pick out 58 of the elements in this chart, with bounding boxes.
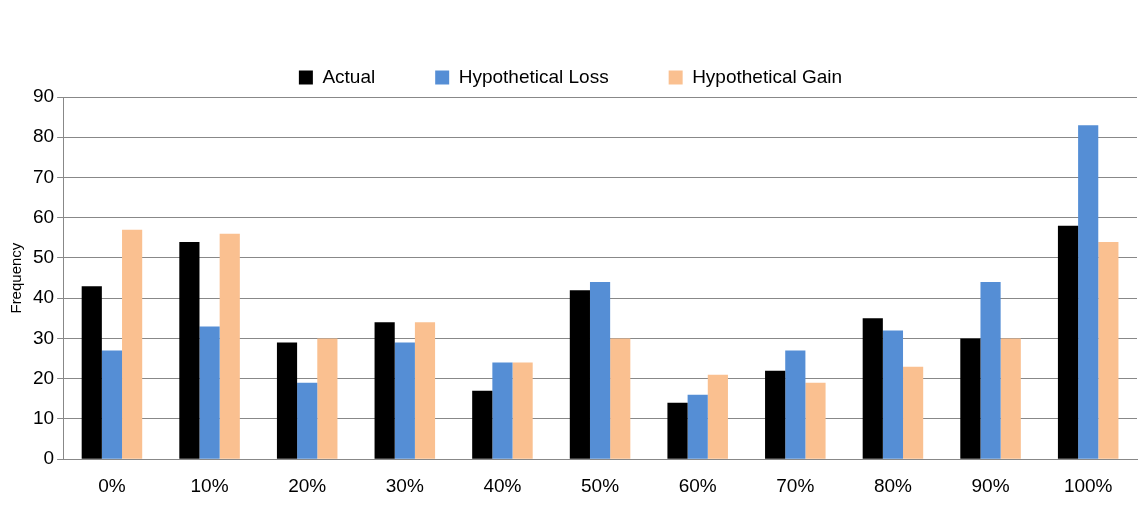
bar	[1000, 338, 1021, 459]
bar	[903, 366, 924, 459]
bar	[276, 342, 298, 459]
y-tick-label: 40	[32, 286, 55, 308]
x-tick-label: 30%	[385, 474, 424, 496]
bar	[199, 326, 220, 459]
y-axis-title: Frequency	[7, 242, 25, 314]
x-tick-label: 80%	[873, 474, 913, 496]
bar	[569, 290, 590, 459]
bar	[394, 342, 415, 459]
bar	[687, 394, 708, 459]
x-tick-label: 0%	[98, 474, 126, 496]
x-tick-label: 20%	[288, 474, 327, 496]
x-tick-label: 60%	[678, 474, 717, 496]
y-tick-label: 20	[32, 366, 55, 388]
bar	[980, 282, 1001, 459]
bar	[610, 338, 631, 459]
x-tick-label: 50%	[581, 474, 620, 496]
x-tick-label: 100%	[1063, 474, 1113, 496]
bar	[81, 286, 102, 459]
y-tick-label: 90	[32, 85, 55, 107]
bar	[472, 390, 493, 459]
bar	[374, 322, 395, 459]
bar	[414, 322, 436, 459]
bar	[1057, 225, 1079, 459]
bar	[667, 402, 688, 459]
bar	[765, 370, 786, 459]
bar	[1078, 125, 1099, 459]
bar	[882, 330, 904, 459]
legend-label: Actual	[322, 65, 376, 87]
bar	[297, 382, 318, 459]
y-tick-label: 60	[32, 205, 55, 227]
bar	[707, 374, 728, 459]
bar	[492, 362, 513, 459]
y-tick-label: 80	[32, 125, 55, 147]
y-tick-label: 0	[43, 447, 55, 469]
bar	[179, 241, 200, 459]
bar	[1098, 241, 1119, 459]
bar	[960, 338, 981, 459]
x-tick-label: 10%	[190, 474, 229, 496]
bar	[122, 229, 143, 459]
y-tick-label: 50	[32, 246, 55, 268]
bar	[101, 350, 123, 459]
y-tick-label: 70	[32, 165, 55, 187]
y-tick-label: 30	[32, 326, 55, 348]
legend-label: Hypothetical Loss	[458, 65, 609, 87]
bar	[805, 382, 826, 459]
bar	[589, 282, 611, 459]
legend-label: Hypothetical Gain	[692, 65, 843, 87]
bar	[785, 350, 806, 459]
x-tick-label: 40%	[483, 474, 522, 496]
bar	[317, 338, 338, 459]
x-tick-label: 70%	[776, 474, 815, 496]
bar	[512, 362, 533, 459]
bar	[862, 318, 883, 459]
bar	[219, 233, 240, 459]
x-tick-label: 90%	[971, 474, 1010, 496]
y-tick-label: 10	[32, 407, 55, 429]
